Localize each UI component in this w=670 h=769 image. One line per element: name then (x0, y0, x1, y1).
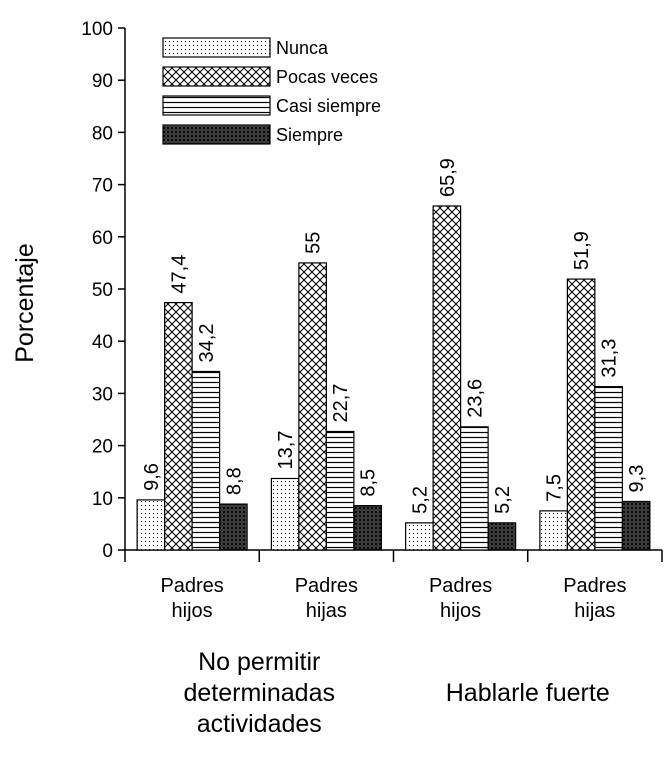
x-tick-label: Padres hijas (563, 575, 626, 622)
x-tick-label: Padres hijos (429, 575, 492, 622)
y-tick-label: 10 (92, 489, 113, 510)
x-tick-label: Padres hijas (295, 575, 358, 622)
bar-pocas-veces (164, 301, 193, 551)
bar-siempre (219, 503, 248, 551)
bar-nunca (539, 510, 568, 551)
y-tick-label: 90 (92, 71, 113, 92)
bar-nunca (405, 522, 434, 551)
legend-label: Nunca (276, 38, 329, 58)
bars (136, 205, 651, 551)
data-label: 9,3 (626, 465, 648, 493)
y-tick-label: 30 (92, 384, 113, 405)
x-tick-label: Padres hijos (160, 575, 223, 622)
legend-swatch (162, 37, 271, 58)
legend: Nunca Pocas veces Casi siempre Siempre (162, 37, 381, 145)
data-label: 9,6 (141, 463, 163, 491)
y-tick-label: 20 (92, 437, 113, 458)
y-tick-label: 0 (102, 541, 113, 562)
bar-pocas-veces (298, 262, 327, 551)
bar-nunca (136, 499, 166, 551)
data-label: 8,8 (223, 467, 245, 495)
bar-siempre (487, 522, 517, 551)
data-label: 7,5 (544, 474, 566, 502)
data-label: 65,9 (437, 158, 459, 197)
bar-pocas-veces (432, 205, 462, 551)
data-label: 51,9 (571, 231, 593, 270)
y-tick-label: 100 (81, 19, 113, 40)
y-tick-label: 40 (92, 332, 113, 353)
data-label: 8,5 (358, 469, 380, 497)
data-label: 47,4 (168, 255, 190, 294)
legend-swatch (162, 66, 271, 87)
y-tick-label: 70 (92, 176, 113, 197)
bar-casi-siempre (325, 430, 355, 551)
y-axis-label: Porcentaje (11, 243, 39, 363)
bar-nunca (270, 477, 300, 551)
data-label: 34,2 (196, 324, 218, 363)
bar-casi-siempre (460, 426, 489, 551)
data-label: 5,2 (409, 486, 431, 514)
legend-label: Pocas veces (276, 67, 378, 87)
data-label: 31,3 (599, 339, 621, 378)
data-label: 5,2 (492, 486, 514, 514)
legend-label: Siempre (276, 125, 343, 145)
bar-casi-siempre (191, 370, 221, 551)
data-labels: 9,6 13,7 5,2 7,5 47,4 55 65,9 51,9 34,2 22,7 23,6 3… (141, 158, 648, 514)
legend-swatch (162, 124, 271, 145)
bar-siempre (621, 500, 651, 551)
data-label: 22,7 (330, 384, 352, 423)
bar-casi-siempre (594, 386, 623, 551)
group-label: No permitir determinadas actividades (184, 648, 335, 738)
bar-pocas-veces (566, 278, 596, 551)
y-tick-label: 80 (92, 123, 113, 144)
data-label: 23,6 (464, 379, 486, 418)
bar-siempre (353, 505, 382, 551)
legend-swatch (162, 95, 271, 116)
x-axis-labels: Padres hijos Padres hijas Padres hijos Padres h… (160, 575, 626, 738)
y-tick-label: 60 (92, 228, 113, 249)
data-label: 55 (303, 232, 325, 254)
chart-axes: 0 10 20 30 40 50 60 70 80 90 100 (81, 19, 663, 562)
data-label: 13,7 (275, 431, 297, 470)
legend-label: Casi siempre (276, 96, 381, 116)
y-tick-label: 50 (92, 280, 113, 301)
group-label: Hablarle fuerte (446, 679, 610, 707)
